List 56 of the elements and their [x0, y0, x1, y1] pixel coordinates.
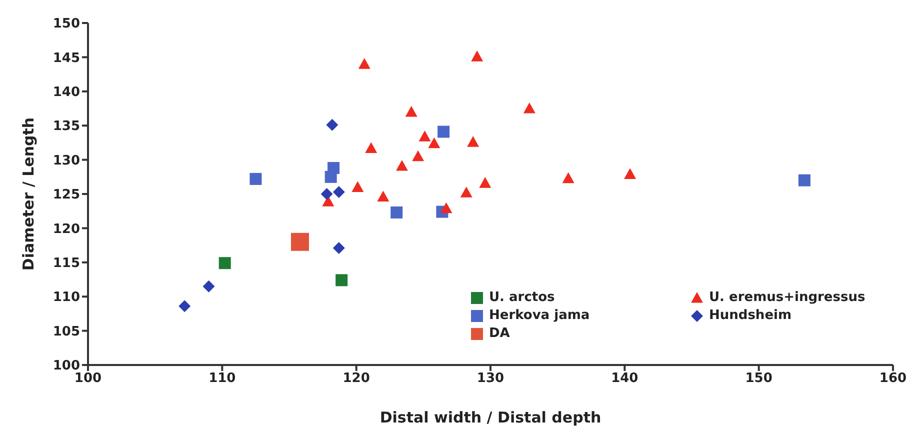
y-tick-label: 150 — [52, 16, 80, 32]
legend-label: Herkova jama — [489, 308, 590, 323]
point — [202, 280, 215, 292]
point — [390, 206, 403, 218]
point — [418, 130, 431, 142]
point — [250, 172, 262, 185]
x-tick-label: 160 — [879, 371, 907, 386]
legend-label: U. eremus+ingressus — [709, 290, 866, 305]
y-tick-label: 135 — [52, 119, 80, 134]
point — [332, 186, 345, 198]
point — [428, 137, 440, 148]
y-tick-label: 105 — [52, 324, 80, 340]
point — [562, 172, 574, 184]
point — [365, 142, 378, 153]
y-tick-label: 110 — [52, 290, 80, 306]
legend-label: Hundsheim — [709, 308, 792, 323]
x-tick-label: 130 — [476, 371, 504, 386]
point — [320, 188, 333, 200]
point — [471, 50, 484, 62]
point — [396, 160, 408, 171]
point — [460, 186, 472, 198]
y-tick-label: 140 — [52, 85, 80, 100]
x-tick-label: 150 — [745, 371, 772, 386]
y-axis-title: Diameter / Length — [19, 117, 38, 271]
point — [352, 181, 364, 192]
x-tick-label: 140 — [611, 371, 638, 386]
point — [440, 202, 452, 214]
y-tick-label: 115 — [52, 256, 80, 272]
point — [218, 257, 231, 270]
point — [467, 136, 480, 147]
y-tick-label: 130 — [52, 153, 80, 168]
legend-label: DA — [489, 326, 510, 341]
point — [523, 102, 536, 114]
point — [290, 232, 309, 251]
point — [405, 106, 418, 117]
point — [358, 58, 370, 69]
x-axis-title: Distal width / Distal depth — [380, 408, 602, 427]
point — [798, 174, 810, 186]
point — [332, 242, 345, 254]
x-tick-label: 100 — [74, 371, 102, 386]
point — [479, 177, 492, 188]
point — [412, 150, 424, 162]
y-tick-label: 120 — [52, 222, 80, 237]
x-tick-label: 110 — [208, 371, 236, 386]
legend-label: U. arctos — [489, 290, 555, 305]
point — [438, 126, 450, 138]
point — [326, 118, 338, 131]
point — [624, 168, 636, 179]
y-tick-label: 100 — [52, 358, 80, 374]
y-tick-label: 125 — [52, 188, 80, 203]
y-tick-label: 145 — [52, 50, 80, 66]
point — [178, 300, 191, 312]
point — [336, 274, 348, 286]
point — [377, 190, 390, 202]
point — [324, 170, 337, 183]
x-tick-label: 120 — [342, 371, 370, 386]
